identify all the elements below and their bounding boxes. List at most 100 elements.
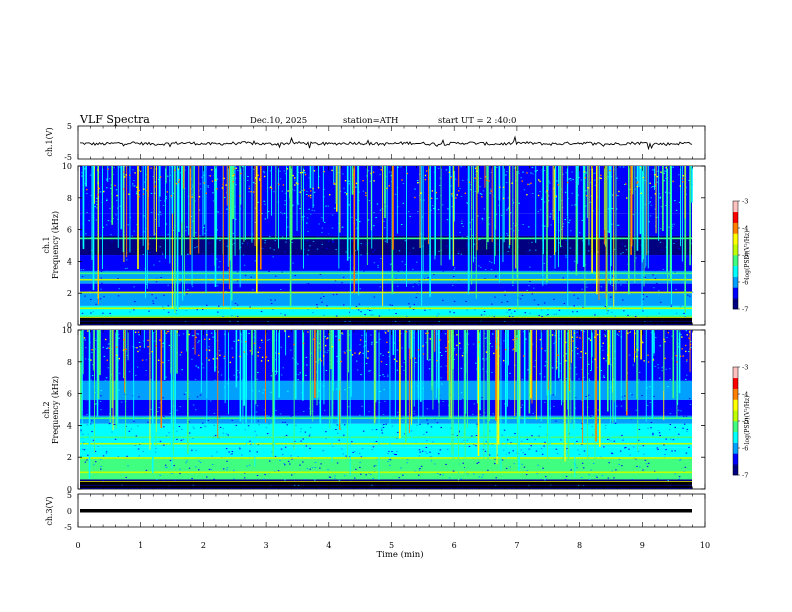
spec2-fleck xyxy=(634,351,636,353)
spec1-fleck xyxy=(252,191,255,193)
spec1-fleck xyxy=(599,177,601,179)
spec1-speckle xyxy=(570,230,572,232)
spec2-fleck xyxy=(307,331,309,333)
spec1-sferic xyxy=(156,166,157,252)
spec2-speckle xyxy=(530,445,532,447)
spec2-speckle xyxy=(213,412,216,414)
spec1-sferic xyxy=(655,166,657,234)
spec1-speckle xyxy=(490,262,493,264)
spec1-speckle xyxy=(233,277,235,278)
spec2-sferic xyxy=(152,330,154,399)
spec1-fleck xyxy=(248,187,251,190)
spec1-fleck xyxy=(294,177,296,179)
spec2-speckle xyxy=(429,456,432,458)
spec1-speckle xyxy=(316,248,319,250)
spec2-speckle xyxy=(91,431,93,433)
spec1-speckle xyxy=(118,288,120,290)
spec1-speckle xyxy=(453,312,455,314)
spec1-speckle xyxy=(282,213,284,215)
spec1-speckle xyxy=(100,277,102,279)
spec1-speckle xyxy=(323,314,325,316)
spec2-speckle xyxy=(87,454,89,456)
freq-tick-label: 0 xyxy=(67,321,72,330)
spec1-sferic xyxy=(516,166,518,278)
spec1-speckle xyxy=(547,309,549,311)
spec2-fleck xyxy=(446,349,449,351)
spec1-speckle xyxy=(529,302,532,304)
spec1-sferic xyxy=(251,166,253,243)
spec1-speckle xyxy=(529,249,531,251)
spec2-speckle xyxy=(490,382,492,384)
figure-title: VLF Spectra xyxy=(79,113,150,126)
spec1-speckle xyxy=(450,176,453,177)
spec2-speckle xyxy=(211,464,214,465)
spec1-sferic xyxy=(117,166,119,248)
spec2-speckle xyxy=(119,372,121,374)
spec2-speckle xyxy=(475,362,477,364)
spec2-speckle xyxy=(680,415,682,417)
spec1-speckle xyxy=(442,299,444,301)
spec2-speckle xyxy=(587,394,590,396)
colorbar-tick-label: -4 xyxy=(742,225,748,233)
spec1-speckle xyxy=(438,250,440,252)
spec1-speckle xyxy=(479,193,482,195)
spec2-speckle xyxy=(324,336,326,338)
spec2-speckle xyxy=(583,408,586,410)
spec2-speckle xyxy=(600,397,602,399)
spec1-speckle xyxy=(689,295,691,297)
spec2-speckle xyxy=(682,415,685,417)
spec2-sferic xyxy=(547,330,548,472)
spec2-speckle xyxy=(491,386,493,388)
spec1-speckle xyxy=(323,188,325,190)
spec2-speckle xyxy=(544,365,546,367)
spec2-fleck xyxy=(445,347,447,349)
spec2-speckle xyxy=(213,478,215,480)
spec2-speckle xyxy=(646,404,649,406)
spec2-fleck xyxy=(571,336,573,338)
spec1-speckle xyxy=(520,229,522,231)
spec2-fleck xyxy=(314,349,316,351)
spec2-sferic xyxy=(206,330,208,442)
spec1-speckle xyxy=(466,236,469,237)
spec2-speckle xyxy=(460,367,463,369)
start-ut-label: start UT = 2 :40:0 xyxy=(438,116,516,126)
spec1-speckle xyxy=(389,304,391,306)
spec1-sferic xyxy=(97,166,99,299)
spec1-fleck xyxy=(401,179,403,181)
spec2-speckle xyxy=(270,393,273,394)
spec1-sferic xyxy=(615,166,617,291)
spec2-speckle xyxy=(178,334,181,336)
spec1-speckle xyxy=(102,312,104,314)
spec2-speckle xyxy=(162,397,164,399)
spec1-speckle xyxy=(141,255,143,257)
spec2-speckle xyxy=(335,388,338,390)
spec1-speckle xyxy=(162,205,165,206)
spec1-fleck xyxy=(114,184,116,187)
spec1-speckle xyxy=(531,293,533,295)
spec1-speckle xyxy=(315,298,317,300)
spec1-speckle xyxy=(490,268,493,270)
spec1-speckle xyxy=(219,239,221,241)
spec2-speckle xyxy=(267,339,269,341)
spec1-speckle xyxy=(562,226,564,228)
spec1-speckle xyxy=(250,276,252,278)
spec1-speckle xyxy=(398,250,401,252)
spec1-speckle xyxy=(504,294,506,296)
spec2-speckle xyxy=(686,374,688,376)
spec2-speckle xyxy=(393,412,396,414)
spec1-speckle xyxy=(459,188,461,189)
spec1-speckle xyxy=(234,302,237,304)
spec2-speckle xyxy=(430,456,433,458)
spec1-speckle xyxy=(313,265,315,267)
spec2-fleck xyxy=(682,355,684,357)
spec2-speckle xyxy=(588,337,590,339)
spec2-sferic xyxy=(437,330,440,389)
spec2-speckle xyxy=(345,455,347,457)
spec1-sferic xyxy=(300,166,302,250)
spec1-sferic xyxy=(176,166,179,317)
spec2-fleck xyxy=(427,332,429,334)
spec2-speckle xyxy=(454,411,456,413)
spec2-speckle xyxy=(130,428,133,430)
spec1-speckle xyxy=(331,227,334,229)
spec2-speckle xyxy=(234,395,236,397)
